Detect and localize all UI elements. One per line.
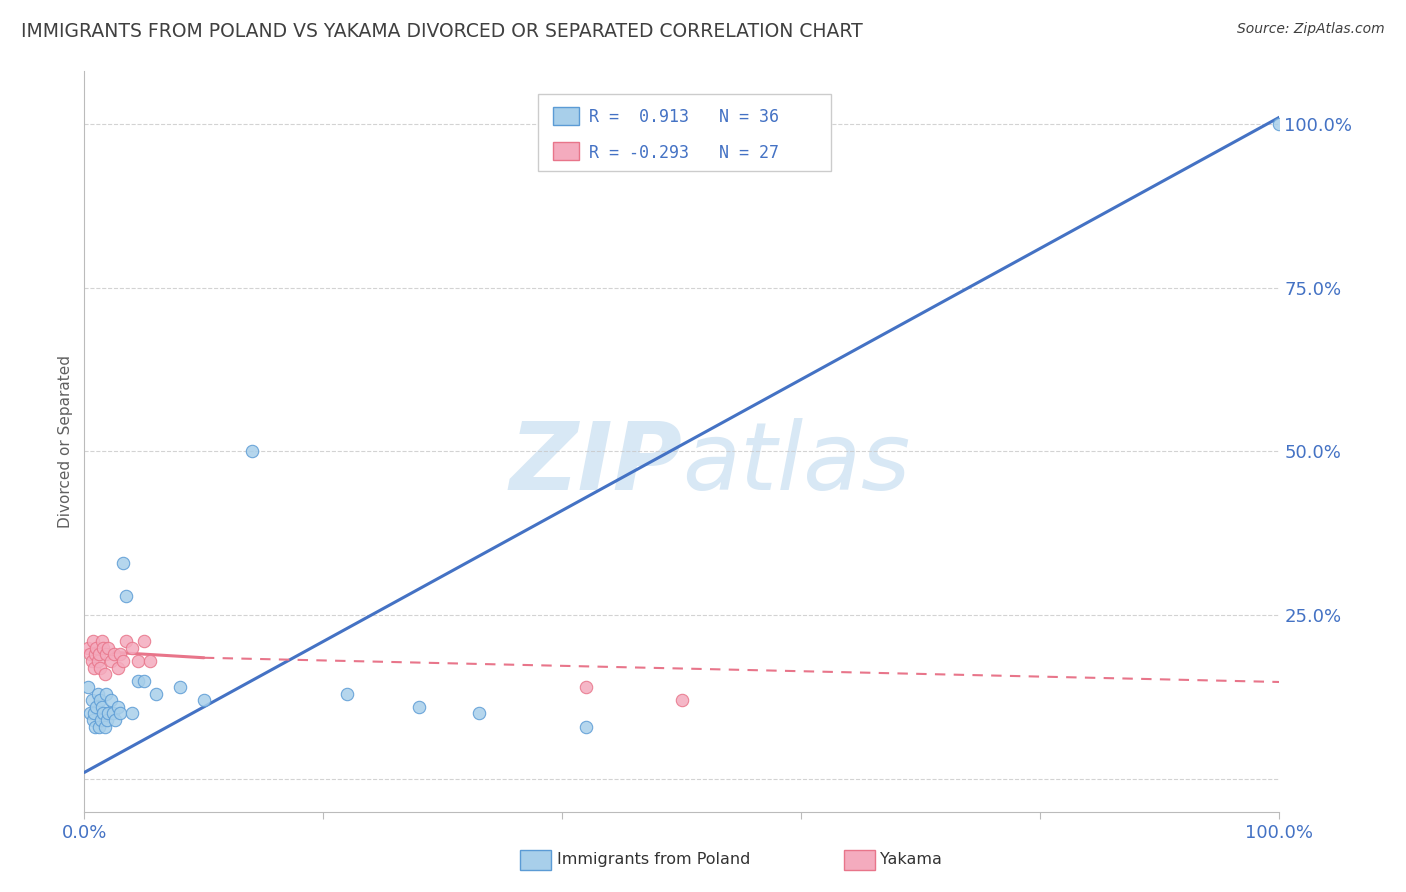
- Point: [132, 673, 156, 688]
- Text: Yakama: Yakama: [880, 853, 942, 867]
- Point: [86, 699, 108, 714]
- Point: [408, 699, 430, 714]
- Point: [145, 687, 167, 701]
- Point: [93, 667, 115, 681]
- FancyBboxPatch shape: [538, 94, 831, 171]
- Point: [169, 680, 191, 694]
- Point: [127, 673, 149, 688]
- Point: [77, 640, 100, 655]
- Point: [79, 706, 101, 721]
- Point: [93, 640, 115, 655]
- Text: R = -0.293   N = 27: R = -0.293 N = 27: [589, 144, 779, 161]
- Point: [111, 556, 134, 570]
- Point: [77, 680, 100, 694]
- Point: [107, 699, 129, 714]
- Point: [132, 634, 156, 648]
- Point: [468, 706, 491, 721]
- Point: [90, 713, 112, 727]
- Point: [87, 720, 110, 734]
- Point: [121, 706, 143, 721]
- Point: [86, 640, 108, 655]
- FancyBboxPatch shape: [553, 143, 579, 161]
- Point: [193, 693, 215, 707]
- Point: [103, 648, 125, 662]
- Point: [110, 706, 132, 721]
- Point: [575, 720, 598, 734]
- Point: [671, 693, 693, 707]
- Point: [80, 654, 103, 668]
- Point: [89, 660, 111, 674]
- Text: Immigrants from Poland: Immigrants from Poland: [557, 853, 751, 867]
- Point: [82, 634, 104, 648]
- Y-axis label: Divorced or Separated: Divorced or Separated: [58, 355, 73, 528]
- Text: ZIP: ZIP: [509, 417, 682, 509]
- Point: [93, 720, 115, 734]
- Point: [91, 634, 114, 648]
- Point: [80, 693, 103, 707]
- Text: IMMIGRANTS FROM POLAND VS YAKAMA DIVORCED OR SEPARATED CORRELATION CHART: IMMIGRANTS FROM POLAND VS YAKAMA DIVORCE…: [21, 22, 863, 41]
- Point: [96, 713, 118, 727]
- Point: [100, 693, 122, 707]
- Point: [115, 634, 138, 648]
- Point: [91, 699, 114, 714]
- Point: [97, 640, 120, 655]
- Point: [575, 680, 598, 694]
- Point: [83, 706, 105, 721]
- Point: [86, 654, 108, 668]
- Text: Source: ZipAtlas.com: Source: ZipAtlas.com: [1237, 22, 1385, 37]
- Text: atlas: atlas: [682, 418, 910, 509]
- Point: [104, 713, 127, 727]
- Point: [100, 654, 122, 668]
- Point: [87, 648, 110, 662]
- Point: [1268, 117, 1291, 131]
- Point: [110, 648, 132, 662]
- Point: [115, 589, 138, 603]
- Point: [107, 660, 129, 674]
- Text: R =  0.913   N = 36: R = 0.913 N = 36: [589, 108, 779, 127]
- Point: [101, 706, 124, 721]
- Point: [93, 706, 115, 721]
- Point: [82, 713, 104, 727]
- FancyBboxPatch shape: [553, 107, 579, 125]
- Point: [97, 706, 120, 721]
- Point: [127, 654, 149, 668]
- Point: [336, 687, 359, 701]
- Point: [84, 648, 107, 662]
- Point: [79, 648, 101, 662]
- Point: [89, 693, 111, 707]
- Point: [94, 687, 117, 701]
- Point: [86, 687, 108, 701]
- Point: [84, 720, 107, 734]
- Point: [240, 444, 263, 458]
- Point: [139, 654, 162, 668]
- Point: [121, 640, 143, 655]
- Point: [111, 654, 134, 668]
- Point: [83, 660, 105, 674]
- Point: [94, 648, 117, 662]
